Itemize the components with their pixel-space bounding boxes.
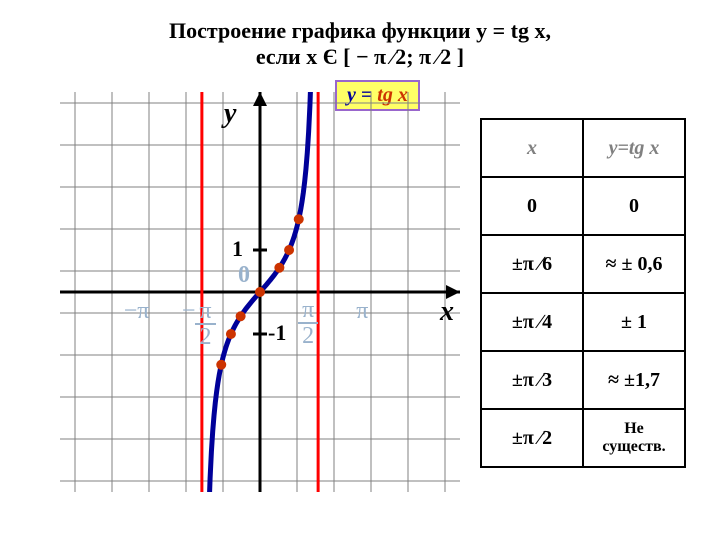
table-header-x: x [481,119,583,177]
slide-canvas: Построение графика функции y = tg x, есл… [0,0,720,540]
pi-label-pos_pi: π [356,298,368,325]
table-cell-x: ±π ∕2 [481,409,583,467]
table-row: 00 [481,177,685,235]
table-header-y: y=tg x [583,119,685,177]
table-cell-x: 0 [481,177,583,235]
tick-label-1: 1 [232,236,243,262]
table-cell-y: ≈ ±1,7 [583,351,685,409]
table-cell-x: ±π ∕3 [481,351,583,409]
title-line-2: если х Є [ − π ∕2; π ∕2 ] [0,44,720,70]
table-cell-y: ≈ ± 0,6 [583,235,685,293]
table-row: ±π ∕6≈ ± 0,6 [481,235,685,293]
tick-label-neg1: -1 [268,320,286,346]
table-cell-x: ±π ∕6 [481,235,583,293]
table-row: ±π ∕3≈ ±1,7 [481,351,685,409]
value-table: xy=tg x00±π ∕6≈ ± 0,6±π ∕4± 1±π ∕3≈ ±1,7… [480,118,686,468]
tick-label-origin: 0 [238,262,250,289]
pi-label-neg_pi: −π [124,298,150,325]
table-cell-y: ± 1 [583,293,685,351]
table-cell-y: 0 [583,177,685,235]
pi-label-neg_pi2: −π2 [182,298,216,349]
table-cell-y: Несуществ. [583,409,685,467]
axis-label-x: x [440,296,454,328]
table-row: ±π ∕2Несуществ. [481,409,685,467]
axis-label-y: y [224,98,236,130]
table-row: ±π ∕4± 1 [481,293,685,351]
table-cell-x: ±π ∕4 [481,293,583,351]
title-line-1: Построение графика функции y = tg x, [0,18,720,44]
pi-label-pos_pi2: π2 [298,298,318,348]
chart [60,92,460,492]
